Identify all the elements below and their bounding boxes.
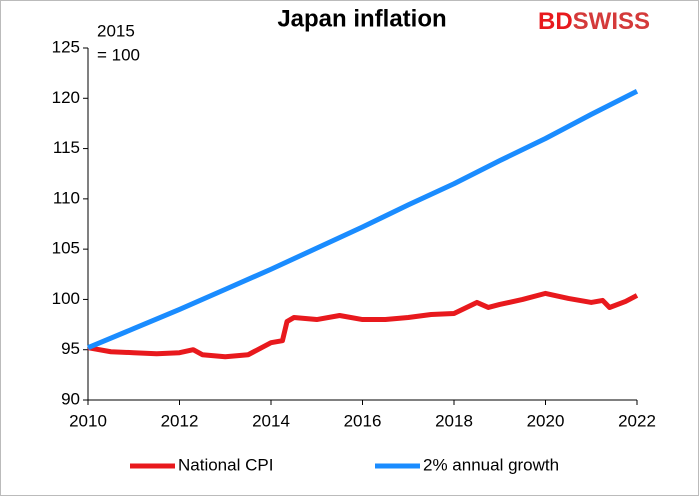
x-tick-label: 2010	[69, 411, 107, 430]
x-tick-label: 2022	[618, 411, 656, 430]
x-tick-label: 2020	[527, 411, 565, 430]
y-tick-label: 125	[52, 37, 80, 56]
x-tick-label: 2018	[435, 411, 473, 430]
legend-label: 2% annual growth	[423, 455, 559, 474]
annotation: = 100	[97, 45, 140, 64]
x-tick-label: 2012	[161, 411, 199, 430]
y-tick-label: 95	[61, 339, 80, 358]
line	[87, 290, 639, 360]
y-tick-label: 105	[52, 239, 80, 258]
y-tick-label: 100	[52, 289, 80, 308]
legend-label: National CPI	[178, 455, 273, 474]
annotation: 2015	[97, 21, 135, 40]
chart-title: Japan inflation	[277, 5, 446, 32]
y-tick-label: 110	[53, 188, 80, 207]
logo-part: BD	[538, 8, 573, 35]
y-tick-label: 115	[53, 138, 80, 157]
line	[87, 89, 639, 351]
x-tick-label: 2014	[252, 411, 290, 430]
logo-part: SWISS	[573, 8, 650, 35]
y-tick-label: 120	[52, 88, 80, 107]
logo: BDSWISS	[538, 8, 650, 35]
x-tick-label: 2016	[344, 411, 382, 430]
y-tick-label: 90	[61, 389, 80, 408]
